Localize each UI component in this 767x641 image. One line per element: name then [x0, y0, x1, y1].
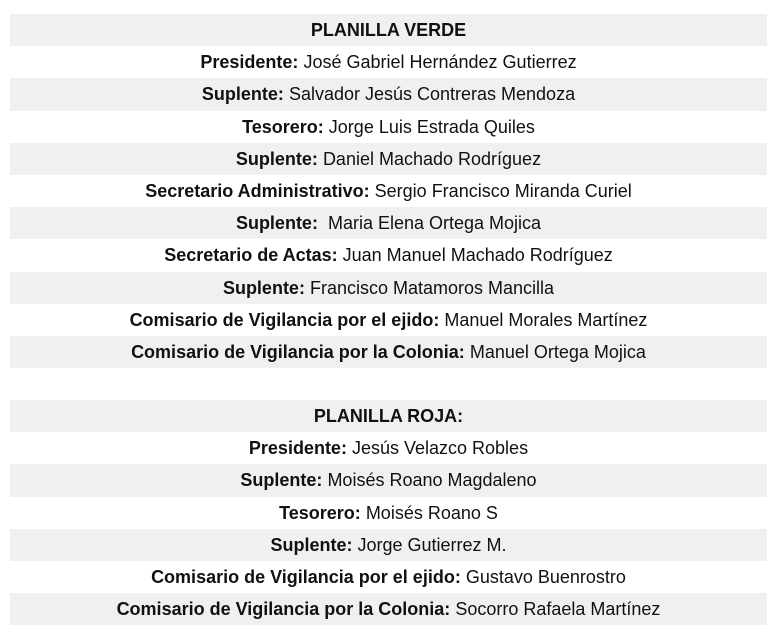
- role-label: Presidente:: [200, 52, 299, 73]
- person-name: Socorro Rafaela Martínez: [455, 599, 661, 620]
- table-row: Secretario Administrativo: Sergio Franci…: [10, 175, 767, 207]
- role-label: Presidente:: [248, 438, 347, 459]
- person-name: José Gabriel Hernández Gutierrez: [303, 52, 577, 73]
- planilla-roja-table: PLANILLA ROJA: Presidente: Jesús Velazco…: [10, 400, 767, 626]
- person-name: Moisés Roano S: [365, 502, 498, 523]
- role-label: Secretario de Actas:: [164, 245, 338, 266]
- person-name: Juan Manuel Machado Rodríguez: [342, 245, 613, 266]
- table-row: Suplente: Salvador Jesús Contreras Mendo…: [10, 78, 767, 111]
- role-label: Secretario Administrativo:: [145, 180, 370, 201]
- table-row: Suplente: Moisés Roano Magdaleno: [10, 464, 767, 497]
- person-name: Salvador Jesús Contreras Mendoza: [288, 84, 576, 105]
- person-name: Sergio Francisco Miranda Curiel: [374, 180, 632, 201]
- planilla-verde-title: PLANILLA VERDE: [10, 14, 767, 47]
- role-label: Suplente:: [270, 534, 353, 555]
- person-name: Manuel Morales Martínez: [444, 309, 648, 330]
- table-row: Suplente: Maria Elena Ortega Mojica: [10, 207, 767, 240]
- person-name: Francisco Matamoros Mancilla: [309, 277, 555, 298]
- table-row: Tesorero: Moisés Roano S: [10, 497, 767, 529]
- role-label: Comisario de Vigilancia por la Colonia:: [116, 599, 451, 620]
- table-row: Comisario de Vigilancia por la Colonia: …: [10, 593, 767, 626]
- role-label: Comisario de Vigilancia por la Colonia:: [131, 341, 465, 362]
- planilla-roja-title: PLANILLA ROJA:: [10, 400, 767, 433]
- person-name: Jesús Velazco Robles: [351, 438, 529, 459]
- person-name: Gustavo Buenrostro: [465, 566, 626, 587]
- table-row: Suplente: Francisco Matamoros Mancilla: [10, 271, 767, 304]
- role-label: Tesorero:: [242, 116, 324, 137]
- role-label: Suplente:: [240, 470, 323, 491]
- table-row: Secretario de Actas: Juan Manuel Machado…: [10, 239, 767, 271]
- role-label: Comisario de Vigilancia por el ejido:: [129, 309, 440, 330]
- role-label: Suplente:: [222, 277, 305, 298]
- role-label: Suplente:: [235, 213, 318, 234]
- table-row: Suplente: Jorge Gutierrez M.: [10, 528, 767, 561]
- role-label: Tesorero:: [279, 502, 361, 523]
- person-name: Jorge Gutierrez M.: [357, 534, 507, 555]
- role-label: Comisario de Vigilancia por el ejido:: [151, 566, 461, 587]
- role-label: Suplente:: [235, 148, 318, 169]
- planilla-verde-table: PLANILLA VERDE Presidente: José Gabriel …: [10, 14, 767, 369]
- table-row: Suplente: Daniel Machado Rodríguez: [10, 142, 767, 175]
- person-name: Moisés Roano Magdaleno: [327, 470, 537, 491]
- role-label: Suplente:: [201, 84, 284, 105]
- person-name: Daniel Machado Rodríguez: [322, 148, 542, 169]
- person-name: Maria Elena Ortega Mojica: [322, 213, 542, 234]
- table-row: Presidente: Jesús Velazco Robles: [10, 432, 767, 464]
- table-row: Presidente: José Gabriel Hernández Gutie…: [10, 46, 767, 78]
- table-row: Comisario de Vigilancia por el ejido: Ma…: [10, 304, 767, 336]
- person-name: Manuel Ortega Mojica: [469, 341, 646, 362]
- person-name: Jorge Luis Estrada Quiles: [328, 116, 535, 137]
- table-row: Comisario de Vigilancia por la Colonia: …: [10, 335, 767, 369]
- table-row: Comisario de Vigilancia por el ejido: Gu…: [10, 561, 767, 593]
- table-row: Tesorero: Jorge Luis Estrada Quiles: [10, 111, 767, 143]
